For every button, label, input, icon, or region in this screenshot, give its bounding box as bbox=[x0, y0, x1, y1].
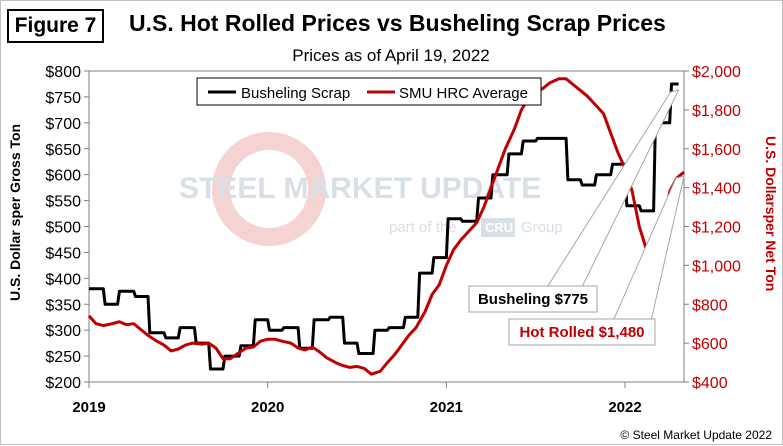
watermark-logo: STEEL MARKET UPDATE part of the CRU Grou… bbox=[179, 141, 563, 237]
y-tick-label-left: $550 bbox=[45, 194, 81, 211]
y-tick-label-left: $400 bbox=[45, 271, 81, 288]
y-tick-label-left: $600 bbox=[45, 168, 81, 185]
y-tick-label-left: $300 bbox=[45, 323, 81, 340]
y-tick-label-right: $1,000 bbox=[692, 258, 741, 275]
y-tick-label-left: $450 bbox=[45, 245, 81, 262]
y-tick-label-left: $500 bbox=[45, 220, 81, 237]
x-tick-label: 2021 bbox=[430, 399, 463, 416]
x-tick-label: 2020 bbox=[251, 399, 284, 416]
legend-label-hrc: SMU HRC Average bbox=[399, 85, 528, 102]
watermark-tagline-post: Group bbox=[521, 219, 563, 236]
y-tick-label-left: $700 bbox=[45, 116, 81, 133]
y-tick-label-right: $1,400 bbox=[692, 181, 741, 198]
y-tick-label-left: $750 bbox=[45, 90, 81, 107]
watermark-badge: CRU bbox=[485, 220, 513, 235]
y-tick-label-left: $800 bbox=[45, 64, 81, 81]
x-tick-label: 2022 bbox=[608, 399, 641, 416]
callout-label-hot-rolled: Hot Rolled $1,480 bbox=[519, 324, 644, 341]
callout-label-busheling: Busheling $775 bbox=[478, 291, 588, 308]
y-tick-label-left: $650 bbox=[45, 142, 81, 159]
legend-label-busheling: Busheling Scrap bbox=[241, 85, 350, 102]
y-tick-label-right: $1,600 bbox=[692, 142, 741, 159]
y-tick-label-left: $250 bbox=[45, 349, 81, 366]
y-tick-label-right: $400 bbox=[692, 375, 728, 392]
y-tick-label-right: $2,000 bbox=[692, 64, 741, 81]
x-tick-label: 2019 bbox=[72, 399, 105, 416]
y-tick-label-right: $1,800 bbox=[692, 103, 741, 120]
y-tick-label-left: $200 bbox=[45, 375, 81, 392]
y-tick-label-right: $600 bbox=[692, 336, 728, 353]
y-tick-label-left: $350 bbox=[45, 297, 81, 314]
y-tick-label-right: $800 bbox=[692, 297, 728, 314]
y-tick-label-right: $1,200 bbox=[692, 220, 741, 237]
